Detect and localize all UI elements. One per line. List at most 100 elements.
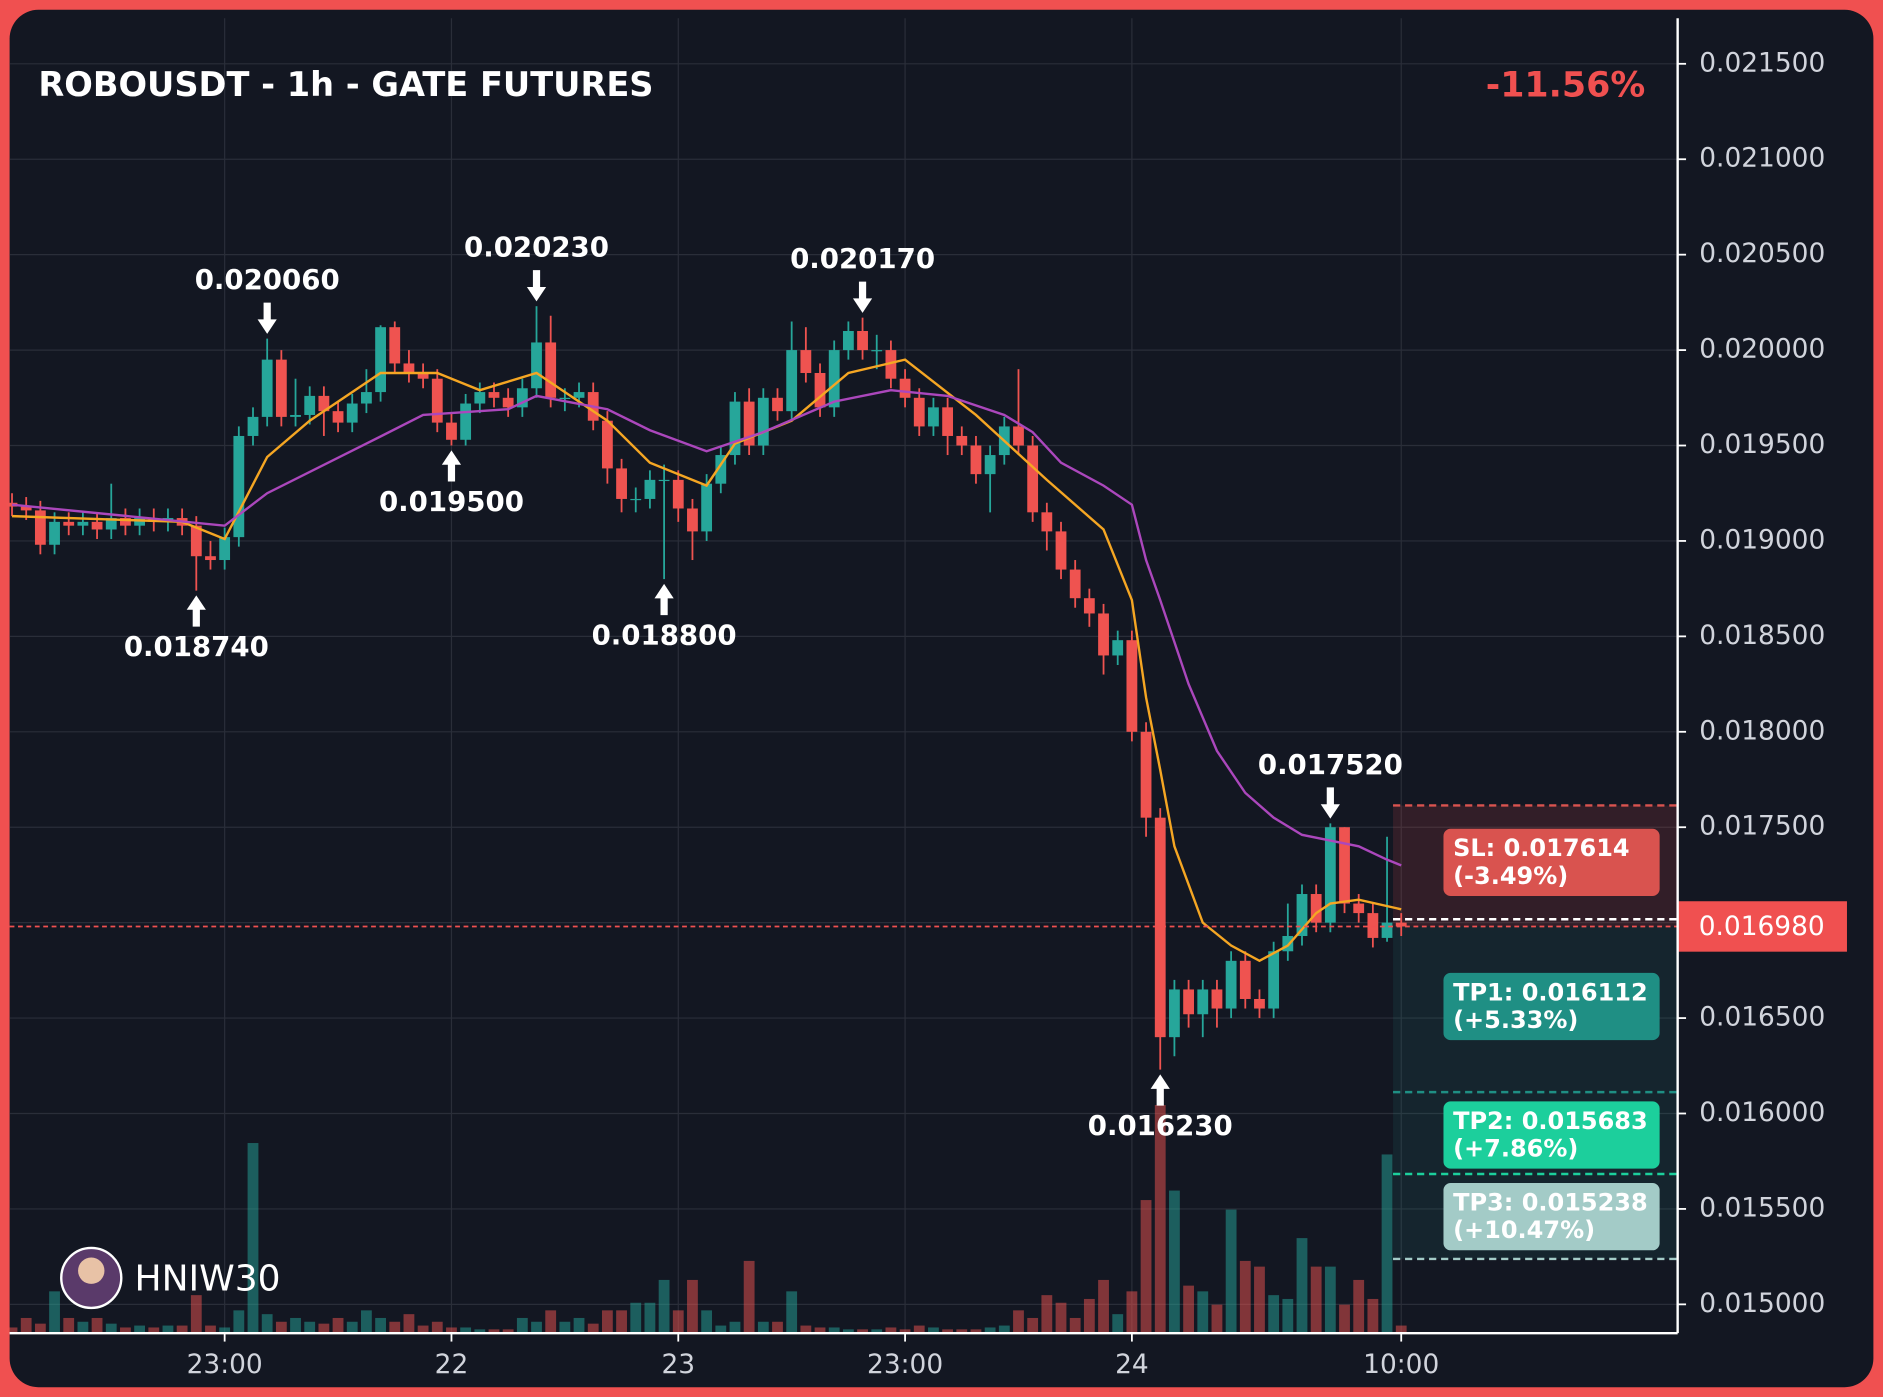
candle-body: [247, 416, 259, 436]
y-tick-label: 0.016500: [1699, 1002, 1825, 1033]
candle-body: [205, 556, 216, 561]
volume-bar: [672, 1310, 684, 1334]
volume-bar: [474, 1329, 486, 1334]
candle-body: [34, 510, 46, 545]
volume-bar: [1098, 1279, 1109, 1334]
volume-bar: [531, 1321, 542, 1334]
candle-body: [1140, 731, 1152, 818]
candle-body: [559, 397, 571, 400]
volume-bar: [1013, 1310, 1024, 1334]
y-tick-label: 0.020500: [1699, 238, 1825, 269]
candle-body: [1353, 903, 1365, 914]
candle-body: [687, 508, 698, 532]
volume-bar: [559, 1321, 571, 1334]
annotation-label: 0.020060: [195, 263, 340, 296]
annotation-label: 0.016230: [1088, 1109, 1233, 1142]
candle-body: [219, 537, 231, 561]
volume-bar: [120, 1327, 131, 1334]
volume-bar: [1211, 1304, 1223, 1334]
candle-body: [1041, 512, 1053, 532]
volume-bar: [1353, 1279, 1365, 1334]
volume-bar: [275, 1321, 287, 1334]
level-change: (+7.86%): [1453, 1134, 1578, 1162]
volume-bar: [1154, 1105, 1166, 1334]
candle-body: [715, 455, 727, 484]
candle-body: [743, 401, 755, 446]
volume-bar: [233, 1310, 245, 1334]
candle-body: [1055, 531, 1067, 570]
candle-body: [460, 403, 472, 440]
volume-bar: [1239, 1260, 1251, 1334]
volume-bar: [630, 1302, 642, 1334]
volume-bar: [616, 1310, 627, 1334]
candle-body: [616, 468, 627, 499]
volume-bar: [658, 1279, 670, 1334]
annotation-label: 0.020170: [790, 242, 935, 275]
chart-title: ROBOUSDT - 1h - GATE FUTURES: [38, 65, 653, 104]
candle-body: [361, 392, 372, 404]
candle-body: [474, 392, 486, 404]
annotation-label: 0.018800: [592, 619, 737, 652]
change: -11.56%: [1486, 66, 1645, 106]
candle-body: [375, 327, 386, 393]
candle-body: [672, 479, 684, 509]
volume-bar: [332, 1317, 344, 1334]
volume-bar: [6, 1327, 18, 1334]
volume-bar: [842, 1329, 854, 1334]
volume-bar: [431, 1321, 443, 1334]
volume-bar: [1169, 1190, 1180, 1334]
volume-bar: [460, 1327, 472, 1334]
candle-body: [275, 359, 287, 417]
candle-body: [446, 422, 457, 440]
volume-bar: [304, 1321, 316, 1334]
volume-bar: [1083, 1298, 1095, 1334]
volume-bar: [899, 1329, 911, 1334]
volume-bar: [49, 1291, 60, 1334]
candle-body: [1013, 426, 1024, 446]
candle-body: [956, 435, 968, 446]
volume-bar: [984, 1327, 996, 1334]
volume-bar: [105, 1323, 117, 1334]
volume-bar: [1069, 1317, 1081, 1334]
y-tick-label: 0.019500: [1699, 429, 1825, 460]
volume-bar: [757, 1321, 769, 1334]
candle-body: [233, 435, 245, 538]
candle-body: [1112, 640, 1124, 656]
candle-body: [488, 392, 500, 398]
avatar-face: [78, 1257, 105, 1284]
candle-body: [573, 392, 585, 398]
volume-bar: [1296, 1238, 1308, 1334]
candle-body: [772, 397, 783, 412]
candle-body: [658, 479, 670, 482]
x-tick-label: 10:00: [1363, 1349, 1439, 1380]
candle-body: [928, 407, 939, 427]
x-tick-label: 23:00: [187, 1349, 263, 1380]
candle-body: [899, 378, 911, 398]
candle-body: [332, 411, 344, 423]
candle-body: [1169, 989, 1180, 1038]
candle-body: [942, 407, 954, 436]
candle-body: [984, 455, 996, 475]
volume-bar: [148, 1327, 160, 1334]
volume-bar: [956, 1329, 968, 1334]
level-box: [1443, 828, 1660, 897]
candle-body: [1324, 827, 1336, 923]
candle-body: [701, 483, 713, 532]
volume-bar: [20, 1317, 32, 1334]
candle-body: [105, 518, 117, 530]
candle-body: [1395, 922, 1407, 927]
volume-bar: [446, 1327, 457, 1334]
x-tick-label: 24: [1115, 1349, 1149, 1380]
candle-body: [531, 342, 542, 389]
candle-body: [290, 414, 301, 417]
candle-body: [91, 521, 103, 530]
volume-bar: [800, 1325, 812, 1334]
annotation-arrow: [654, 583, 674, 616]
annotation-arrow: [526, 270, 547, 302]
y-tick-label: 0.017500: [1699, 811, 1825, 842]
last-price-box: [1677, 901, 1847, 952]
volume-bar: [1381, 1154, 1393, 1334]
annotation-arrow: [1320, 787, 1340, 819]
volume-bar: [587, 1323, 599, 1334]
volume-bar: [1140, 1200, 1152, 1334]
